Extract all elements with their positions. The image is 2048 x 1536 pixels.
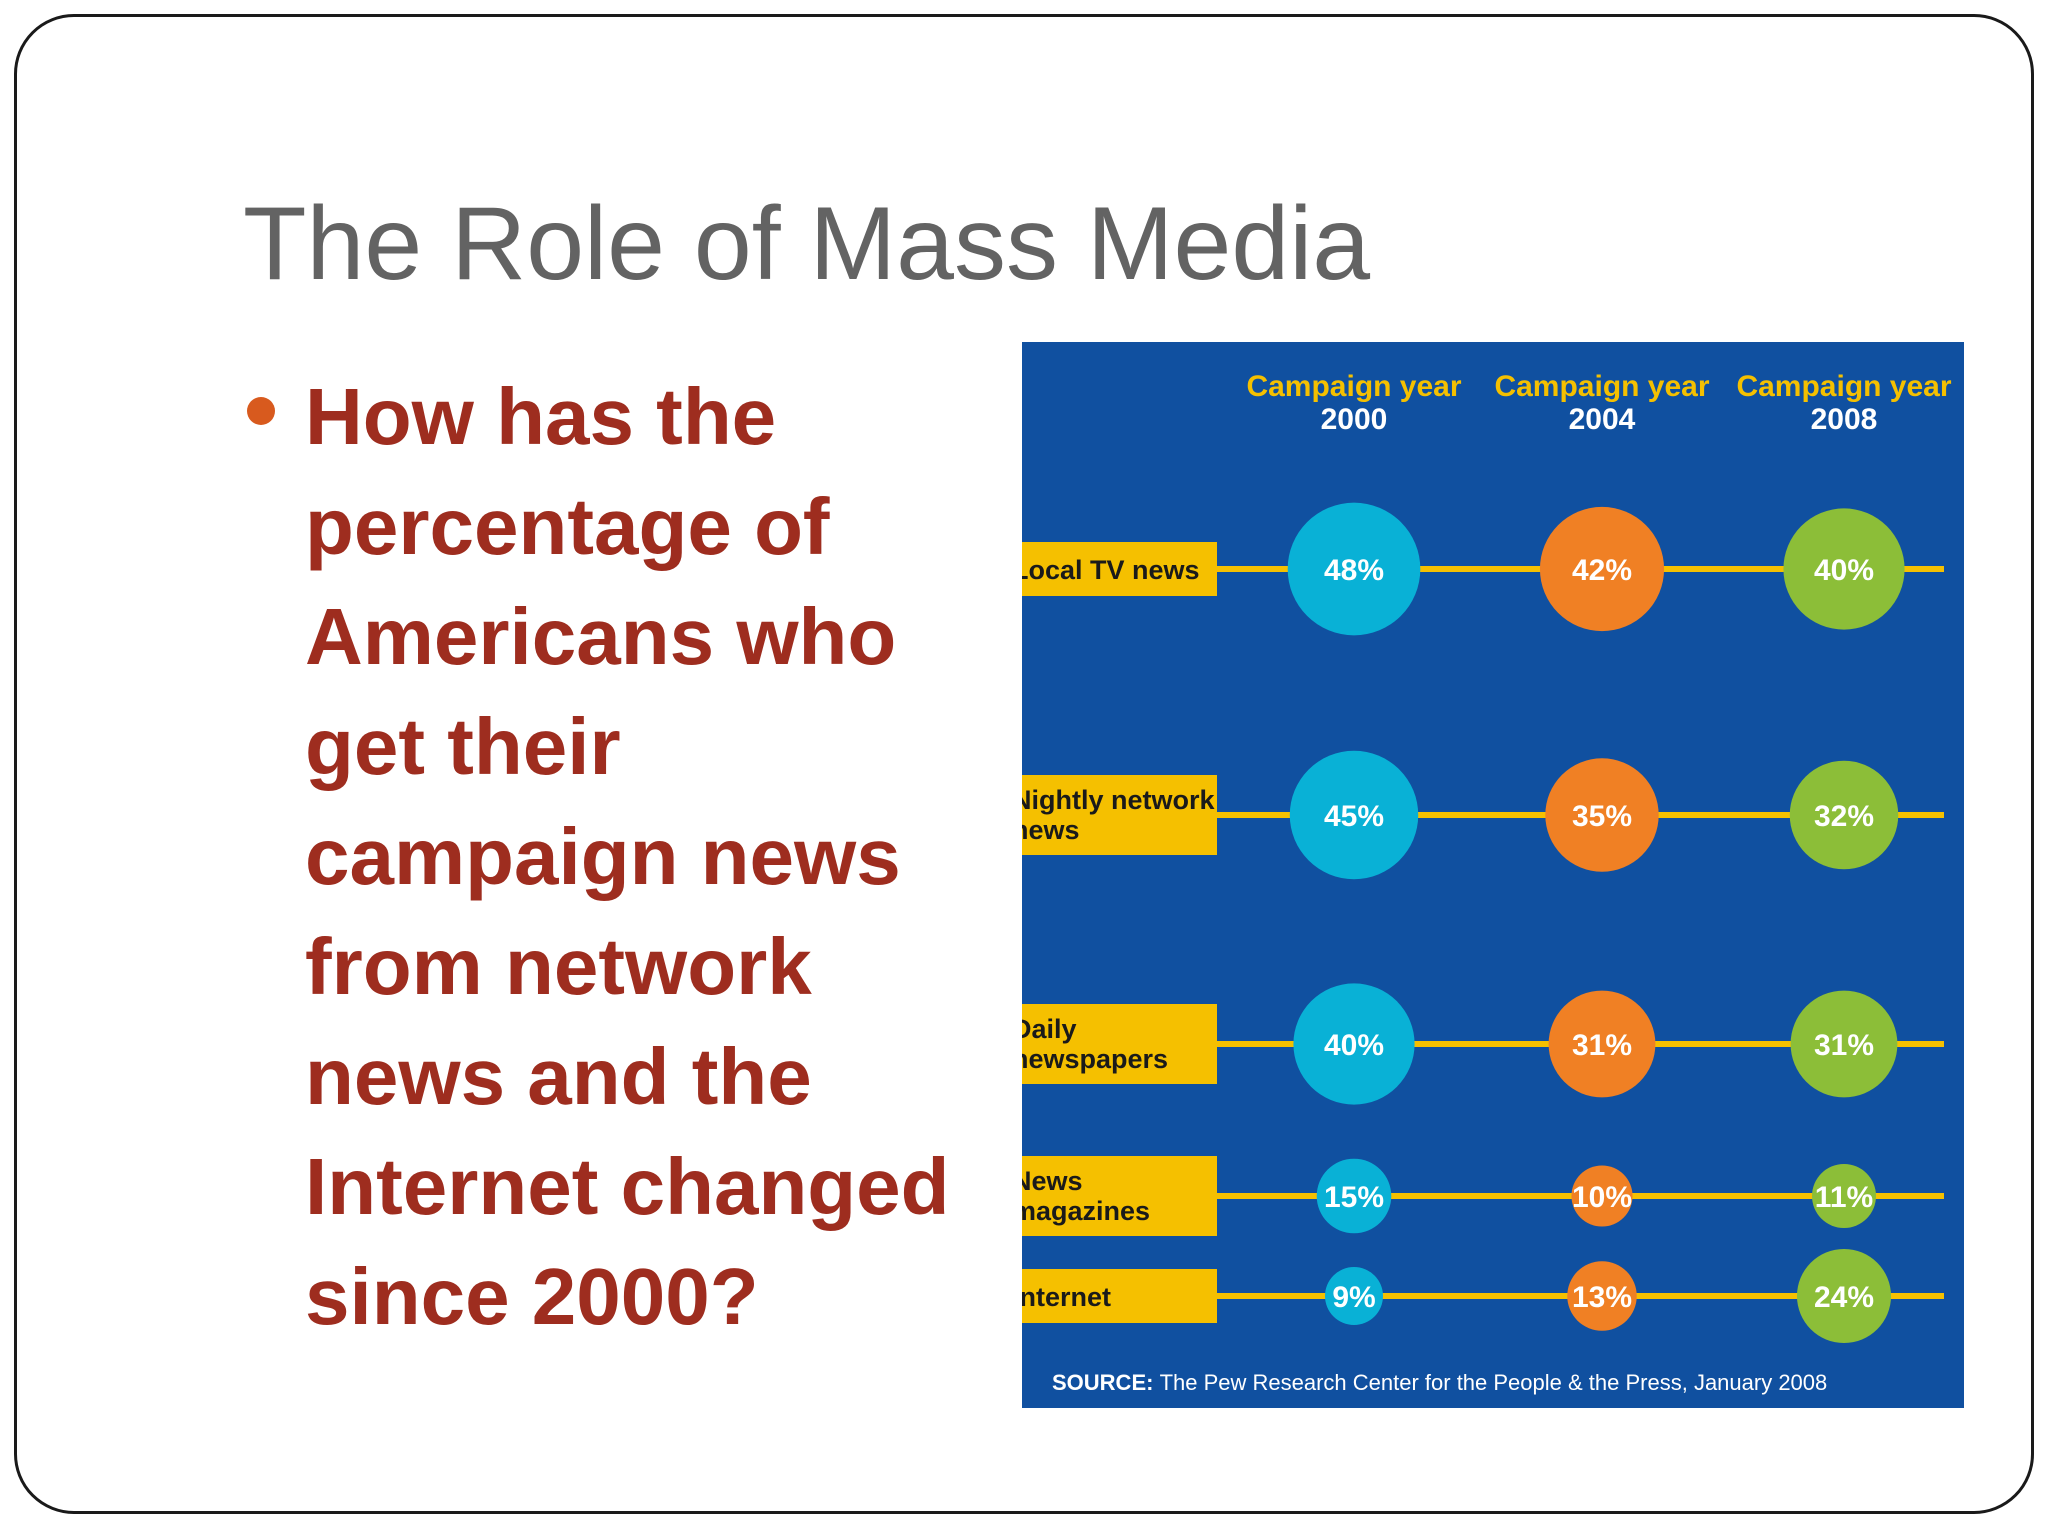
chart-panel: Campaign year 2000 Campaign year 2004 Campai…	[1022, 342, 1964, 1408]
bubble-2008	[1789, 760, 1899, 870]
bubble-2008	[1783, 508, 1905, 630]
bubble-2004	[1539, 506, 1665, 632]
bubble-value-label: 32%	[1814, 800, 1874, 833]
bullet-dot-icon	[247, 397, 275, 425]
bubble-2004	[1548, 990, 1656, 1098]
row-label-text: News	[1022, 1166, 1083, 1196]
bubble-2008	[1811, 1163, 1877, 1229]
bubble-value-label: 31%	[1572, 1029, 1632, 1062]
bubble-value-label: 9%	[1332, 1281, 1375, 1314]
row-label-box	[1022, 1156, 1217, 1236]
bubble-value-label: 35%	[1572, 800, 1632, 833]
bubble-value-label: 11%	[1815, 1181, 1873, 1214]
bubble-2000	[1325, 1267, 1383, 1325]
bubble-2000	[1287, 502, 1421, 636]
bubble-value-label: 15%	[1324, 1181, 1384, 1214]
row-label-box	[1022, 1004, 1217, 1084]
row-label-text: news	[1022, 815, 1080, 845]
bubble-2000	[1316, 1158, 1392, 1234]
column-header-title-2004: Campaign year	[1494, 370, 1709, 403]
bubble-value-label: 40%	[1814, 554, 1874, 587]
bubble-value-label: 42%	[1572, 554, 1632, 587]
bubble-2000	[1293, 983, 1415, 1105]
row-label-text: newspapers	[1022, 1044, 1168, 1074]
row-label-text: Daily	[1022, 1014, 1077, 1044]
bubble-value-label: 48%	[1324, 554, 1384, 587]
column-header-year-2000: 2000	[1321, 403, 1388, 436]
bubble-2008	[1796, 1248, 1892, 1344]
row-label-text: Local TV news	[1022, 555, 1200, 585]
chart-source-label: SOURCE:	[1052, 1370, 1160, 1395]
chart-source: SOURCE: The Pew Research Center for the …	[1052, 1370, 1827, 1395]
bubble-value-label: 13%	[1572, 1281, 1632, 1314]
bubble-2004	[1567, 1261, 1637, 1331]
column-header-year-2008: 2008	[1811, 403, 1878, 436]
bubble-value-label: 31%	[1814, 1029, 1874, 1062]
chart-source-text: The Pew Research Center for the People &…	[1160, 1370, 1828, 1395]
row-label-box	[1022, 1269, 1217, 1323]
bubble-2004	[1545, 758, 1659, 872]
row-label-box	[1022, 542, 1217, 596]
column-header-title-2000: Campaign year	[1246, 370, 1461, 403]
bubble-2008	[1790, 990, 1898, 1098]
column-header-title-2008: Campaign year	[1736, 370, 1951, 403]
row-label-text: Internet	[1022, 1282, 1111, 1312]
bubble-value-label: 10%	[1572, 1181, 1632, 1214]
bubble-value-label: 40%	[1324, 1029, 1384, 1062]
row-label-text: Nightly network	[1022, 785, 1215, 815]
bubble-2004	[1571, 1165, 1633, 1227]
bubble-2000	[1289, 750, 1419, 880]
slide-title: The Role of Mass Media	[243, 186, 1371, 302]
column-header-year-2004: 2004	[1569, 403, 1636, 436]
row-label-box	[1022, 775, 1217, 855]
bullet-question: How has the percentage of Americans who …	[305, 372, 950, 1341]
bubble-value-label: 45%	[1324, 800, 1384, 833]
bubble-value-label: 24%	[1814, 1281, 1874, 1314]
row-label-text: magazines	[1022, 1196, 1150, 1226]
